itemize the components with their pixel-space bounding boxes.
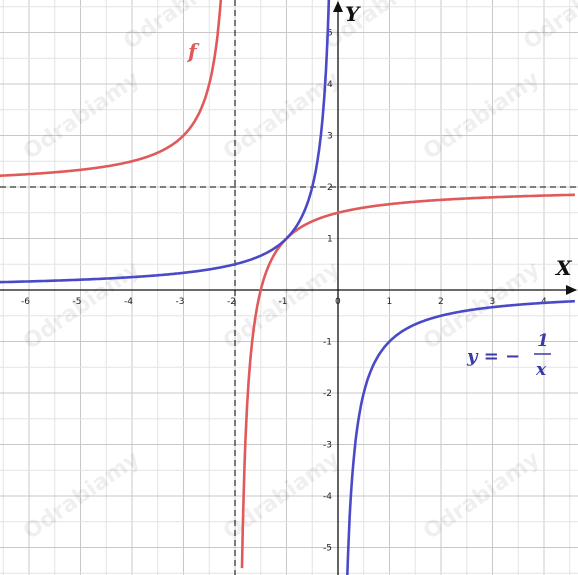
x-tick-label: -4 (124, 297, 133, 307)
hyperbola-equation-label: y = − 1 x (466, 331, 551, 380)
y-tick-label: -2 (323, 389, 332, 399)
x-axis-label: X (554, 256, 573, 280)
x-tick-label: 2 (438, 297, 444, 307)
watermark: Odrabiamy (119, 0, 244, 55)
x-tick-label: -6 (21, 297, 30, 307)
x-tick-label: 1 (387, 297, 393, 307)
x-tick-label: -1 (279, 297, 288, 307)
x-tick-label: -5 (73, 297, 82, 307)
y-axis-arrow (333, 1, 343, 12)
f-curve-left-branch (0, 0, 223, 177)
y-tick-label: 3 (327, 132, 333, 142)
watermark: Odrabiamy (419, 67, 544, 165)
y-tick-label: 4 (327, 80, 333, 90)
x-tick-label: -3 (176, 297, 185, 307)
y-tick-label: -3 (323, 441, 332, 451)
y-tick-label: -5 (323, 544, 332, 554)
equation-lhs: y = − (466, 346, 520, 367)
f-curve-label: f (186, 39, 200, 63)
x-tick-label: 3 (490, 297, 496, 307)
equation-denominator: x (535, 360, 547, 380)
watermark: Odrabiamy (519, 0, 578, 55)
hyperbola-curve-right-branch (346, 299, 576, 575)
equation-numerator: 1 (537, 331, 549, 351)
hyperbola-curve-left-branch (0, 0, 331, 284)
y-tick-label: -4 (323, 492, 332, 502)
y-axis-label: Y (345, 2, 361, 26)
f-curve-right-branch (240, 193, 576, 569)
y-tick-label: 2 (327, 183, 333, 193)
y-tick-label: -1 (323, 338, 332, 348)
x-tick-label: 0 (335, 297, 341, 307)
x-axis-arrow (566, 285, 577, 295)
y-tick-label: 1 (327, 235, 333, 245)
x-tick-label: -2 (227, 297, 236, 307)
watermark: Odrabiamy (19, 67, 144, 165)
y-tick-label: 5 (327, 29, 333, 39)
